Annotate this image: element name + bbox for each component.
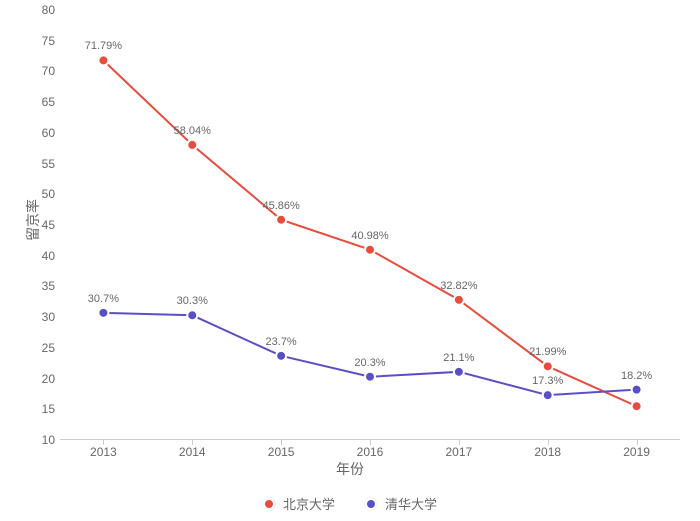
data-label: 18.2% xyxy=(621,370,652,382)
x-tick-label: 2013 xyxy=(90,445,117,459)
data-point xyxy=(365,245,375,255)
y-tick-label: 15 xyxy=(42,402,55,416)
data-label: 40.98% xyxy=(351,230,388,242)
legend-marker-peking xyxy=(263,498,275,510)
data-label: 58.04% xyxy=(174,125,211,137)
data-point xyxy=(454,367,464,377)
data-point xyxy=(187,310,197,320)
data-label: 30.3% xyxy=(177,295,208,307)
data-label: 20.3% xyxy=(354,357,385,369)
chart-container: 留京率 年份 北京大学 清华大学 10 15 20 25 30 35 40 45 50 55 60 6… xyxy=(0,0,700,521)
data-point xyxy=(543,390,553,400)
y-tick-label: 10 xyxy=(42,433,55,447)
y-tick-label: 80 xyxy=(42,3,55,17)
x-tick-mark xyxy=(459,440,460,445)
y-tick-label: 70 xyxy=(42,64,55,78)
y-tick-label: 75 xyxy=(42,34,55,48)
data-point xyxy=(187,140,197,150)
data-point xyxy=(276,215,286,225)
x-tick-mark xyxy=(637,440,638,445)
legend-label-peking: 北京大学 xyxy=(283,494,335,513)
data-point xyxy=(454,295,464,305)
y-tick-label: 55 xyxy=(42,157,55,171)
x-tick-label: 2019 xyxy=(623,445,650,459)
y-axis-label: 留京率 xyxy=(23,199,43,241)
data-label: 21.1% xyxy=(443,352,474,364)
x-tick-mark xyxy=(103,440,104,445)
data-label: 71.79% xyxy=(85,40,122,52)
y-tick-label: 25 xyxy=(42,341,55,355)
y-tick-label: 30 xyxy=(42,310,55,324)
y-tick-label: 45 xyxy=(42,218,55,232)
data-point xyxy=(365,372,375,382)
data-point xyxy=(98,55,108,65)
y-tick-label: 65 xyxy=(42,95,55,109)
legend-item-peking: 北京大学 xyxy=(263,494,335,513)
data-point xyxy=(543,361,553,371)
y-tick-label: 40 xyxy=(42,249,55,263)
data-label: 23.7% xyxy=(266,336,297,348)
legend-item-tsinghua: 清华大学 xyxy=(365,494,437,513)
data-label: 45.86% xyxy=(262,200,299,212)
data-point xyxy=(276,351,286,361)
x-axis-label: 年份 xyxy=(336,459,364,479)
x-tick-label: 2015 xyxy=(268,445,295,459)
data-point xyxy=(632,401,642,411)
legend-label-tsinghua: 清华大学 xyxy=(385,494,437,513)
y-tick-label: 60 xyxy=(42,126,55,140)
data-label: 21.99% xyxy=(529,346,566,358)
x-tick-mark xyxy=(370,440,371,445)
chart-svg xyxy=(60,10,680,440)
legend: 北京大学 清华大学 xyxy=(263,494,437,513)
y-tick-label: 50 xyxy=(42,187,55,201)
data-label: 17.3% xyxy=(532,375,563,387)
x-tick-mark xyxy=(281,440,282,445)
y-tick-label: 35 xyxy=(42,279,55,293)
x-tick-label: 2014 xyxy=(179,445,206,459)
data-point xyxy=(632,385,642,395)
data-label: 32.82% xyxy=(440,280,477,292)
data-point xyxy=(98,308,108,318)
x-tick-label: 2018 xyxy=(534,445,561,459)
legend-marker-tsinghua xyxy=(365,498,377,510)
x-tick-label: 2016 xyxy=(357,445,384,459)
y-tick-label: 20 xyxy=(42,372,55,386)
data-label: 30.7% xyxy=(88,293,119,305)
x-tick-mark xyxy=(548,440,549,445)
x-tick-mark xyxy=(192,440,193,445)
x-tick-label: 2017 xyxy=(446,445,473,459)
